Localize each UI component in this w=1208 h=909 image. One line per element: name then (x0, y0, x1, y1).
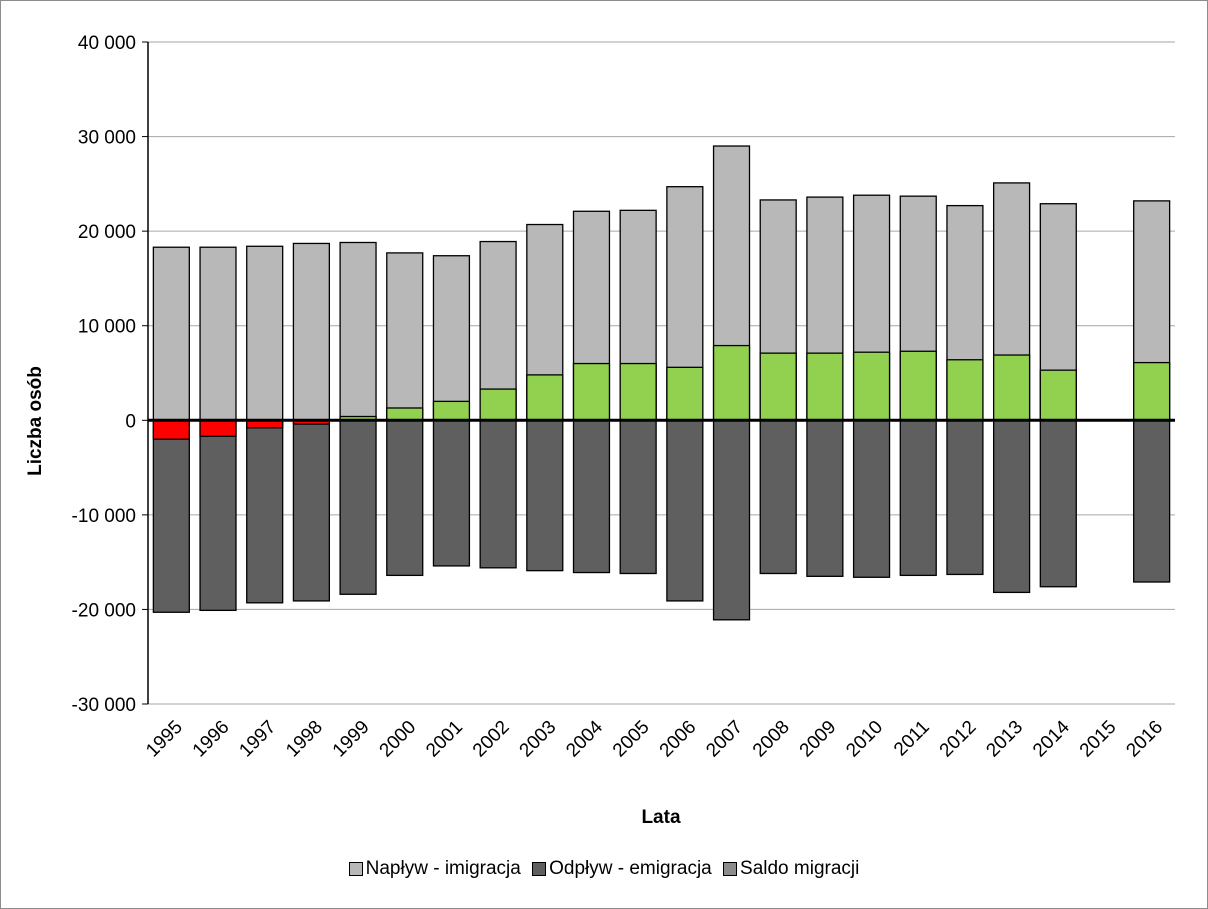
bar-imigracja-2001 (432, 255, 471, 421)
bar-emigracja-1998 (292, 419, 331, 602)
y-axis-title: Liczba osób (25, 366, 46, 476)
y-tick-label: 0 (125, 411, 136, 432)
bar-emigracja-2003 (526, 419, 564, 572)
x-tick-label: 1995 (142, 717, 187, 762)
bar-emigracja-2013 (992, 419, 1031, 594)
y-tick-label: 20 000 (78, 222, 136, 243)
bar-emigracja-2009 (806, 419, 844, 577)
x-tick-label: 2014 (1029, 716, 1074, 761)
x-tick-label: 2001 (422, 717, 467, 762)
x-tick-label: 2005 (609, 717, 654, 762)
legend-item-emigracja: Odpływ - emigracja (532, 858, 712, 880)
bar-saldo-2012 (946, 359, 984, 421)
y-tick-labels: -30 000 -20 000 -10 000 0 10 000 20 000 30 000… (72, 33, 136, 716)
x-tick-label: 2008 (749, 717, 794, 762)
x-tick-label: 1998 (282, 717, 327, 762)
bar-emigracja-2000 (386, 419, 424, 577)
x-tick-label: 2000 (376, 717, 421, 762)
x-axis-title: Lata (641, 807, 681, 828)
x-tick-label: 2011 (890, 717, 934, 761)
x-tick-label: 2009 (796, 717, 841, 762)
bar-saldo-2001 (432, 400, 471, 421)
bar-emigracja-2001 (432, 419, 471, 567)
legend: Napływ - imigracja Odpływ - emigracja Sa… (0, 858, 1208, 882)
x-tick-label: 1999 (329, 717, 374, 762)
bar-imigracja-2000 (386, 252, 424, 421)
bar-saldo-2016 (1133, 361, 1171, 421)
bar-saldo-2009 (806, 352, 844, 421)
bar-emigracja-2010 (852, 419, 891, 578)
bars (152, 145, 1171, 621)
bar-emigracja-2002 (479, 419, 517, 569)
bar-saldo-2008 (759, 352, 797, 421)
bar-emigracja-2012 (946, 419, 984, 576)
bar-saldo-2006 (666, 366, 704, 421)
x-tick-label: 2016 (1122, 717, 1167, 762)
bar-emigracja-1996 (199, 419, 237, 612)
bar-saldo-2005 (619, 362, 657, 421)
x-tick-label: 2007 (702, 717, 747, 762)
bar-emigracja-2016 (1133, 419, 1171, 583)
bar-imigracja-1996 (199, 246, 237, 421)
legend-swatch-imigracja (348, 862, 363, 876)
x-tick-label: 2006 (656, 717, 701, 762)
y-tick-label: -10 000 (72, 506, 136, 527)
bar-imigracja-1999 (339, 241, 377, 421)
x-tick-labels: 1995 1996 1997 1998 1999 2000 2001 2002 2003 2004… (142, 716, 1167, 761)
x-tick-label: 2015 (1076, 717, 1121, 762)
bar-saldo-2007 (712, 344, 751, 421)
bar-emigracja-1997 (246, 419, 284, 604)
y-tick-label: 30 000 (78, 128, 136, 149)
x-tick-label: 2003 (516, 717, 561, 762)
bar-saldo-2014 (1039, 369, 1077, 421)
bar-saldo-2000 (386, 407, 424, 421)
bar-imigracja-1997 (246, 245, 284, 421)
bar-saldo-2011 (899, 350, 937, 421)
bar-emigracja-2004 (572, 419, 611, 574)
bar-emigracja-2007 (712, 419, 751, 621)
bar-saldo-1995 (152, 419, 190, 440)
legend-item-imigracja: Napływ - imigracja (348, 858, 521, 880)
y-tick-label: 10 000 (78, 317, 136, 338)
x-tick-label: 2012 (936, 717, 981, 762)
x-tick-label: 1996 (189, 717, 234, 762)
bar-imigracja-1998 (292, 242, 331, 421)
x-tick-label: 2010 (842, 717, 887, 762)
bar-saldo-2013 (992, 354, 1031, 421)
y-tick-label: -20 000 (72, 600, 136, 621)
bar-emigracja-1995 (152, 419, 190, 613)
bar-saldo-2010 (852, 351, 891, 421)
migration-bar-chart: -30 000 -20 000 -10 000 0 10 000 20 000 30 000… (25, 33, 1175, 828)
legend-label-imigracja: Napływ - imigracja (365, 858, 521, 879)
legend-swatch-emigracja (532, 862, 547, 876)
legend-label-emigracja: Odpływ - emigracja (549, 858, 712, 879)
x-tick-label: 2002 (469, 717, 514, 762)
bar-saldo-1996 (199, 419, 237, 438)
x-tick-label: 2004 (562, 716, 607, 761)
y-tick-label: 40 000 (78, 33, 136, 54)
bar-emigracja-2014 (1039, 419, 1077, 588)
bar-emigracja-2005 (619, 419, 657, 575)
bar-emigracja-1999 (339, 419, 377, 595)
legend-item-saldo: Saldo migracji (723, 858, 859, 880)
bar-emigracja-2008 (759, 419, 797, 575)
bar-saldo-2003 (526, 374, 564, 421)
legend-label-saldo: Saldo migracji (740, 858, 860, 879)
x-tick-label: 1997 (235, 717, 280, 762)
axes (147, 42, 1175, 704)
x-tick-label: 2013 (982, 717, 1027, 762)
bar-emigracja-2006 (666, 419, 704, 602)
legend-swatch-saldo (723, 862, 738, 876)
bar-saldo-2004 (572, 362, 611, 421)
bar-imigracja-1995 (152, 246, 190, 421)
bar-saldo-2002 (479, 388, 517, 421)
y-tick-label: -30 000 (72, 695, 136, 716)
bar-emigracja-2011 (899, 419, 937, 577)
